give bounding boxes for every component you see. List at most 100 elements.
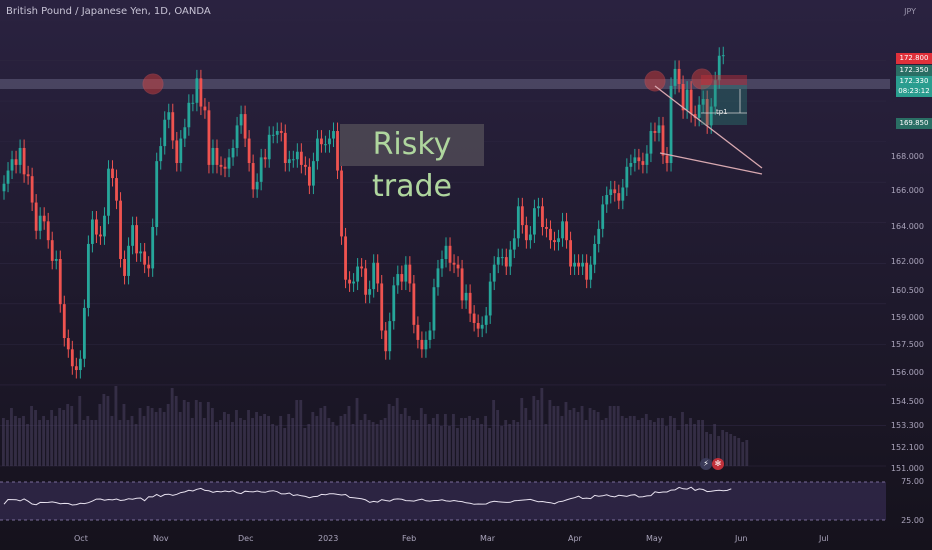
candle-body xyxy=(275,131,279,135)
volume-bar xyxy=(656,418,660,466)
volume-bar xyxy=(660,418,664,466)
volume-bar xyxy=(616,406,620,466)
candle-body xyxy=(645,153,649,165)
volume-bar xyxy=(568,410,572,466)
candle-body xyxy=(58,258,62,305)
candle-body xyxy=(484,315,488,325)
volume-bar xyxy=(733,436,737,466)
candle-body xyxy=(649,131,653,154)
volume-bar xyxy=(315,416,319,466)
candle-body xyxy=(26,174,30,177)
candle-body xyxy=(207,110,211,165)
candle-body xyxy=(159,146,163,162)
volume-bar xyxy=(532,396,536,466)
volume-bar xyxy=(34,410,37,466)
volume-bar xyxy=(355,398,359,466)
volume-bar xyxy=(363,414,367,466)
candle-body xyxy=(239,114,243,126)
volume-bar xyxy=(126,420,130,466)
volume-bar xyxy=(110,416,114,466)
volume-bar xyxy=(106,396,110,466)
volume-bar xyxy=(379,420,383,466)
volume-bar xyxy=(66,404,70,466)
candle-body xyxy=(408,264,412,284)
volume-bar xyxy=(247,410,250,466)
candle-body xyxy=(143,251,147,265)
volume-bar xyxy=(387,404,391,466)
candle-body xyxy=(589,264,593,280)
drawings xyxy=(142,68,763,175)
volume-bar xyxy=(295,400,299,466)
volume-bar xyxy=(102,394,106,466)
volume-bar xyxy=(520,398,524,466)
volume-bar xyxy=(612,406,616,466)
volume-bar xyxy=(705,432,708,466)
candle-body xyxy=(147,264,151,269)
volume-bar xyxy=(395,398,399,466)
volume-bar xyxy=(419,408,423,466)
volume-bar xyxy=(540,388,544,466)
y-tick-label: 162.000 xyxy=(890,257,924,266)
volume-bar xyxy=(223,412,226,466)
candle-body xyxy=(629,163,633,167)
volume-bar xyxy=(427,424,431,466)
volume-bar xyxy=(423,414,427,466)
volume-bar xyxy=(82,420,86,466)
candle-body xyxy=(175,140,179,164)
volume-bar xyxy=(741,442,745,466)
volume-bar xyxy=(620,416,624,466)
candle-body xyxy=(464,292,468,301)
volume-bar xyxy=(303,428,307,466)
candle-body xyxy=(324,144,327,146)
candle-body xyxy=(537,206,540,209)
volume-bar xyxy=(311,412,315,466)
volume-bar xyxy=(218,420,222,466)
candle-body xyxy=(70,349,74,367)
volume-bar xyxy=(439,426,443,466)
candle-body xyxy=(95,219,98,235)
volume-bar xyxy=(10,408,13,466)
candle-body xyxy=(30,176,34,203)
volume-bar xyxy=(359,420,363,466)
price-label: 172.350 xyxy=(896,65,932,76)
candle-body xyxy=(520,206,524,226)
flag-icon[interactable]: ✻ xyxy=(712,458,724,470)
candle-body xyxy=(267,134,271,160)
chart-title: British Pound / Japanese Yen, 1D, OANDA xyxy=(6,6,211,17)
candle-body xyxy=(10,159,14,171)
candle-body xyxy=(42,215,46,222)
candle-body xyxy=(500,257,504,259)
volume-bar xyxy=(287,414,291,466)
volume-bar xyxy=(202,418,206,466)
volume-bar xyxy=(243,420,246,466)
candle-body xyxy=(183,127,187,139)
candle-body xyxy=(328,138,331,145)
candle-body xyxy=(701,99,705,105)
candle-body xyxy=(388,321,392,352)
candle-body xyxy=(235,125,239,148)
candle-body xyxy=(601,204,605,229)
volume-bar xyxy=(239,418,242,466)
volume-bar xyxy=(636,420,640,466)
y-tick-label: 154.500 xyxy=(890,397,924,406)
x-tick-label: Nov xyxy=(153,534,169,543)
volume-bar xyxy=(74,424,78,466)
volume-bar xyxy=(78,396,82,466)
candle-body xyxy=(565,221,568,241)
lightning-icon[interactable]: ⚡ xyxy=(700,458,712,470)
x-tick-label: Dec xyxy=(238,534,254,543)
candle-body xyxy=(14,159,18,165)
volume-bar xyxy=(22,416,25,466)
volume-bar xyxy=(26,424,29,466)
x-tick-label: Jun xyxy=(735,534,748,543)
candle-body xyxy=(287,159,291,164)
y-tick-label: 156.000 xyxy=(890,368,924,377)
volume-bar xyxy=(624,418,628,466)
candle-body xyxy=(22,147,26,175)
candle-body xyxy=(400,274,404,282)
volume-bar xyxy=(58,408,62,466)
volume-bar xyxy=(669,416,672,466)
candle-body xyxy=(472,313,476,323)
